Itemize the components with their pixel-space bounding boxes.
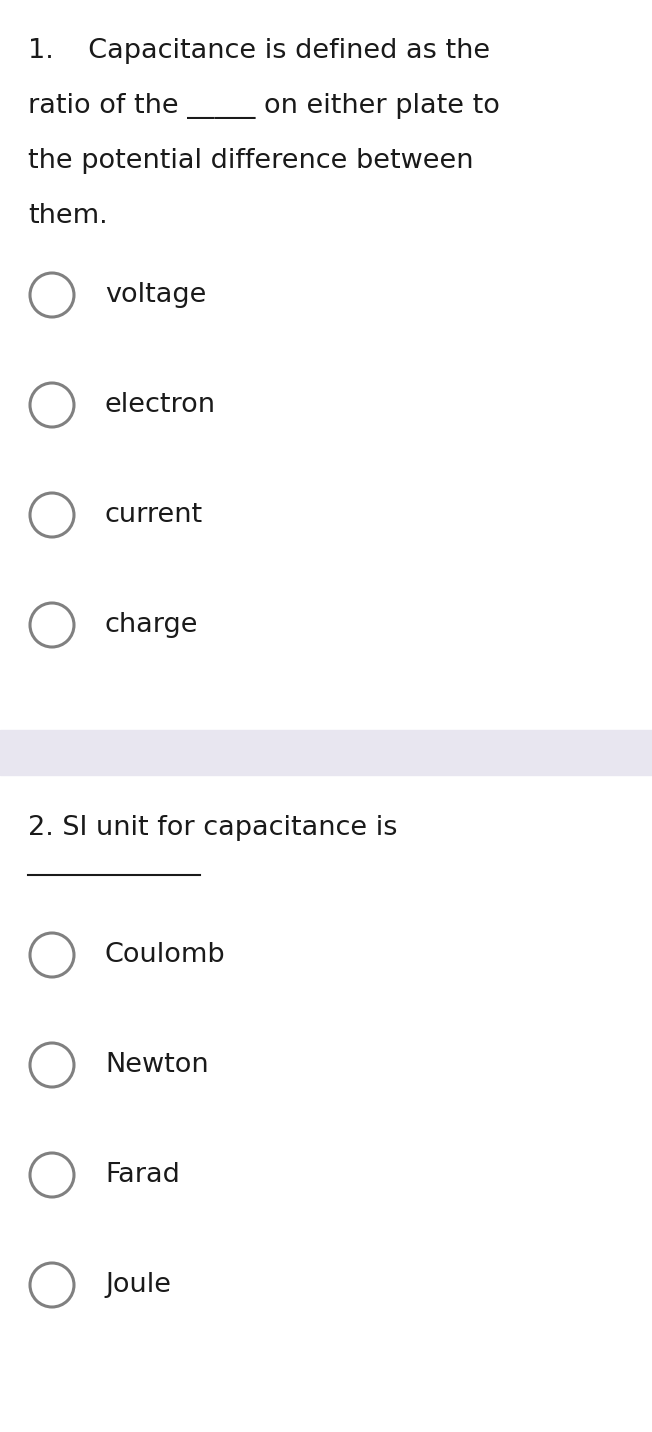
Text: electron: electron <box>105 392 216 418</box>
Text: the potential difference between: the potential difference between <box>28 147 473 175</box>
Text: charge: charge <box>105 611 198 639</box>
Text: Newton: Newton <box>105 1053 209 1078</box>
Text: 2. SI unit for capacitance is: 2. SI unit for capacitance is <box>28 815 398 841</box>
Text: current: current <box>105 503 203 528</box>
Text: them.: them. <box>28 203 108 229</box>
Text: Joule: Joule <box>105 1272 171 1297</box>
Text: 1.    Capacitance is defined as the: 1. Capacitance is defined as the <box>28 39 490 64</box>
Text: Farad: Farad <box>105 1161 180 1189</box>
Text: Coulomb: Coulomb <box>105 942 226 968</box>
Text: ratio of the _____ on either plate to: ratio of the _____ on either plate to <box>28 93 500 119</box>
Bar <box>0 730 652 775</box>
Text: voltage: voltage <box>105 282 207 308</box>
